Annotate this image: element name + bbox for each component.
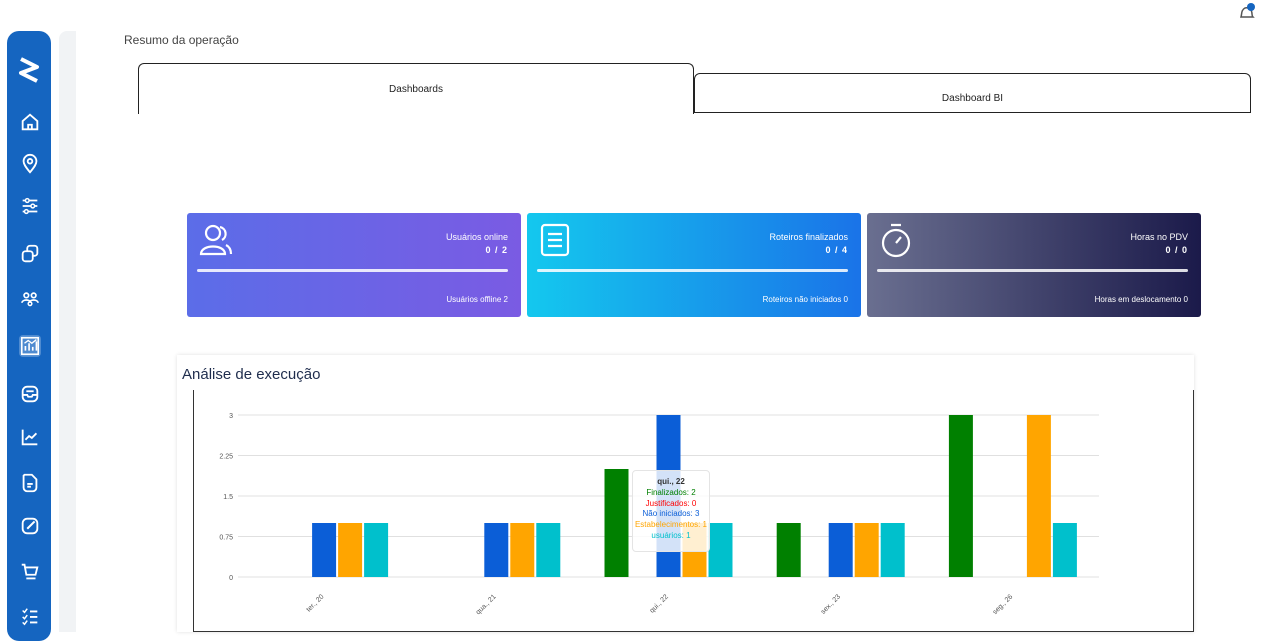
card-value: 0 / 4 [825, 245, 848, 255]
tooltip-line: usuários: 1 [651, 530, 691, 540]
bar-estabelecimentos[interactable] [1026, 415, 1051, 577]
sliders-icon[interactable] [19, 195, 41, 217]
tooltip-title: qui., 22 [657, 477, 685, 486]
bar-usu-rios[interactable] [880, 523, 905, 577]
edit-icon[interactable] [19, 515, 41, 537]
card-progress-bar [537, 269, 848, 272]
x-tick-label: qui., 22 [649, 593, 670, 614]
logo-s-icon[interactable] [17, 55, 41, 85]
list-document-icon [538, 222, 574, 258]
users-group-icon[interactable] [19, 289, 41, 311]
x-tick-label: seg., 26 [992, 593, 1015, 616]
bar-usu-rios[interactable] [536, 523, 561, 577]
x-tick-label: ter., 20 [305, 593, 325, 613]
bar-estabelecimentos[interactable] [338, 523, 363, 577]
chart-tooltip: qui., 22 Finalizados: 2 Justificados: 0 … [632, 470, 710, 552]
y-tick-label: 2.25 [219, 454, 233, 461]
users-icon [198, 222, 234, 258]
card-label: Roteiros finalizados [769, 232, 848, 242]
card-progress-bar [197, 269, 508, 272]
analytics-chart-icon[interactable] [19, 335, 41, 357]
bar-usu-rios[interactable] [708, 523, 733, 577]
x-tick-label: sex., 23 [820, 593, 842, 615]
x-tick-label: qua., 21 [475, 593, 498, 616]
trending-up-icon[interactable] [19, 426, 41, 448]
bar-finalizados[interactable] [776, 523, 801, 577]
card-footer: Usuários offline 2 [446, 295, 508, 304]
card-hours-pdv: Horas no PDV 0 / 0 Horas em deslocamento… [867, 213, 1201, 317]
tooltip-line: Estabelecimentos: 1 [634, 520, 708, 530]
tooltip-line: Não iniciados: 3 [642, 509, 700, 519]
card-label: Usuários online [445, 232, 508, 242]
bar-n-o-iniciados[interactable] [312, 523, 337, 577]
tab-dashboard-bi[interactable]: Dashboard BI [694, 73, 1251, 113]
y-tick-label: 3 [229, 413, 233, 420]
document-icon[interactable] [19, 472, 41, 494]
card-users-online: Usuários online 0 / 2 Usuários offline 2 [187, 213, 521, 317]
card-footer: Horas em deslocamento 0 [1094, 295, 1188, 304]
bar-usu-rios[interactable] [364, 523, 389, 577]
notification-bell-icon[interactable] [1237, 2, 1257, 22]
content-scroll-track [59, 31, 76, 632]
cart-icon[interactable] [19, 561, 41, 583]
bar-n-o-iniciados[interactable] [828, 523, 853, 577]
tooltip-line: Finalizados: 2 [646, 487, 696, 497]
card-label: Horas no PDV [1130, 232, 1188, 242]
y-tick-label: 0.75 [219, 535, 233, 542]
card-progress-bar [877, 269, 1188, 272]
y-tick-label: 1.5 [223, 494, 233, 501]
bar-n-o-iniciados[interactable] [484, 523, 509, 577]
bar-finalizados[interactable] [948, 415, 973, 577]
sidebar [7, 31, 51, 641]
bar-finalizados[interactable] [604, 469, 629, 577]
bar-estabelecimentos[interactable] [510, 523, 535, 577]
layers-icon[interactable] [19, 243, 41, 265]
bar-usu-rios[interactable] [1052, 523, 1077, 577]
card-footer: Roteiros não iniciados 0 [762, 295, 848, 304]
inbox-icon[interactable] [19, 383, 41, 405]
tab-dashboards[interactable]: Dashboards [138, 63, 694, 114]
home-icon[interactable] [19, 111, 41, 133]
checklist-icon[interactable] [19, 605, 41, 627]
location-pin-icon[interactable] [19, 153, 41, 175]
page-title: Resumo da operação [124, 33, 239, 47]
bar-estabelecimentos[interactable] [854, 523, 879, 577]
stopwatch-icon [878, 222, 914, 258]
card-value: 0 / 2 [485, 245, 508, 255]
chart-title: Análise de execução [182, 366, 321, 383]
card-value: 0 / 0 [1165, 245, 1188, 255]
y-tick-label: 0 [229, 575, 233, 582]
tooltip-line: Justificados: 0 [645, 498, 697, 508]
card-routes-finished: Roteiros finalizados 0 / 4 Roteiros não … [527, 213, 861, 317]
